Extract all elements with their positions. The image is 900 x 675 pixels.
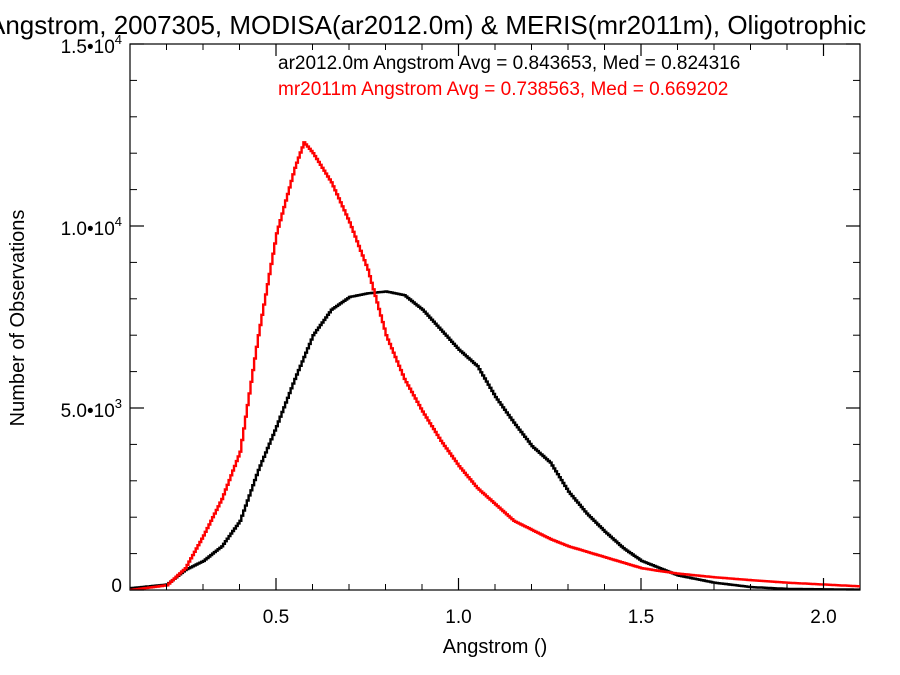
series-line-1: [130, 141, 860, 590]
series-line-0: [130, 290, 860, 590]
y-tick-label-1: 5.0•103: [61, 396, 122, 422]
y-axis-label: Number of Observations: [7, 210, 29, 427]
x-tick-label-3: 2.0: [810, 607, 836, 628]
legend-entry-mr2011: mr2011m Angstrom Avg = 0.738563, Med = 0…: [278, 79, 728, 100]
x-tick-label-2: 1.5: [628, 607, 654, 628]
x-tick-label-0: 0.5: [263, 607, 289, 628]
series-layer: [130, 141, 860, 590]
axes-layer: 0.5 1.0 1.5 2.0 0 5.0•103 1.0•104 1.5•104: [61, 32, 860, 628]
plot-frame: [129, 43, 861, 591]
y-tick-label-2: 1.0•104: [61, 214, 122, 240]
chart-title: Angstrom, 2007305, MODISA(ar2012.0m) & M…: [0, 10, 866, 40]
x-axis-label: Angstrom (): [443, 636, 547, 658]
y-tick-label-0: 0: [111, 576, 122, 597]
x-tick-label-1: 1.0: [445, 607, 471, 628]
legend-entry-ar2012: ar2012.0m Angstrom Avg = 0.843653, Med =…: [278, 53, 740, 74]
y-tick-label-3: 1.5•104: [61, 32, 122, 58]
